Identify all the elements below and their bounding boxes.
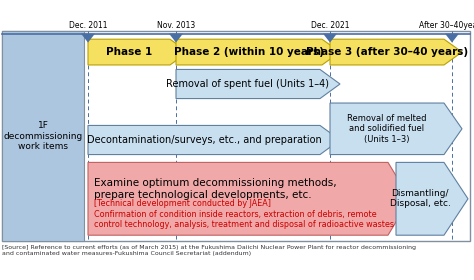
Polygon shape	[330, 39, 462, 65]
Polygon shape	[176, 69, 340, 99]
Bar	[2, 31, 84, 241]
Text: After 30–40years: After 30–40years	[419, 21, 474, 30]
Polygon shape	[323, 34, 337, 43]
Polygon shape	[445, 34, 459, 43]
Text: Nov. 2013: Nov. 2013	[157, 21, 195, 30]
Text: Phase 2 (within 10 years): Phase 2 (within 10 years)	[174, 47, 324, 57]
Text: [Source] Reference to current efforts (as of March 2015) at the Fukushima Daiich: [Source] Reference to current efforts (a…	[2, 245, 416, 256]
Polygon shape	[169, 34, 183, 43]
Polygon shape	[81, 34, 95, 43]
Text: [Technical development conducted by JAEA]
Confirmation of condition inside react: [Technical development conducted by JAEA…	[94, 199, 394, 229]
Polygon shape	[88, 39, 188, 65]
Polygon shape	[88, 125, 340, 155]
Text: Dec. 2011: Dec. 2011	[69, 21, 107, 30]
Polygon shape	[330, 103, 462, 155]
Polygon shape	[396, 162, 468, 235]
Text: Dismantling/
Disposal, etc.: Dismantling/ Disposal, etc.	[390, 189, 450, 209]
Text: Phase 3 (after 30–40 years): Phase 3 (after 30–40 years)	[306, 47, 468, 57]
Polygon shape	[176, 39, 340, 65]
Text: Decontamination/surveys, etc., and preparation: Decontamination/surveys, etc., and prepa…	[87, 135, 321, 145]
Text: Removal of melted
and solidified fuel
(Units 1–3): Removal of melted and solidified fuel (U…	[347, 114, 427, 144]
Polygon shape	[88, 162, 410, 235]
Text: Dec. 2021: Dec. 2021	[311, 21, 349, 30]
Text: Removal of spent fuel (Units 1–4): Removal of spent fuel (Units 1–4)	[166, 79, 329, 89]
Text: Phase 1: Phase 1	[106, 47, 152, 57]
Text: Examine optimum decommissioning methods,
prepare technological developments, etc: Examine optimum decommissioning methods,…	[94, 178, 337, 200]
Bar	[2, 31, 470, 241]
Text: 1F
decommissioning
work items: 1F decommissioning work items	[3, 121, 82, 151]
